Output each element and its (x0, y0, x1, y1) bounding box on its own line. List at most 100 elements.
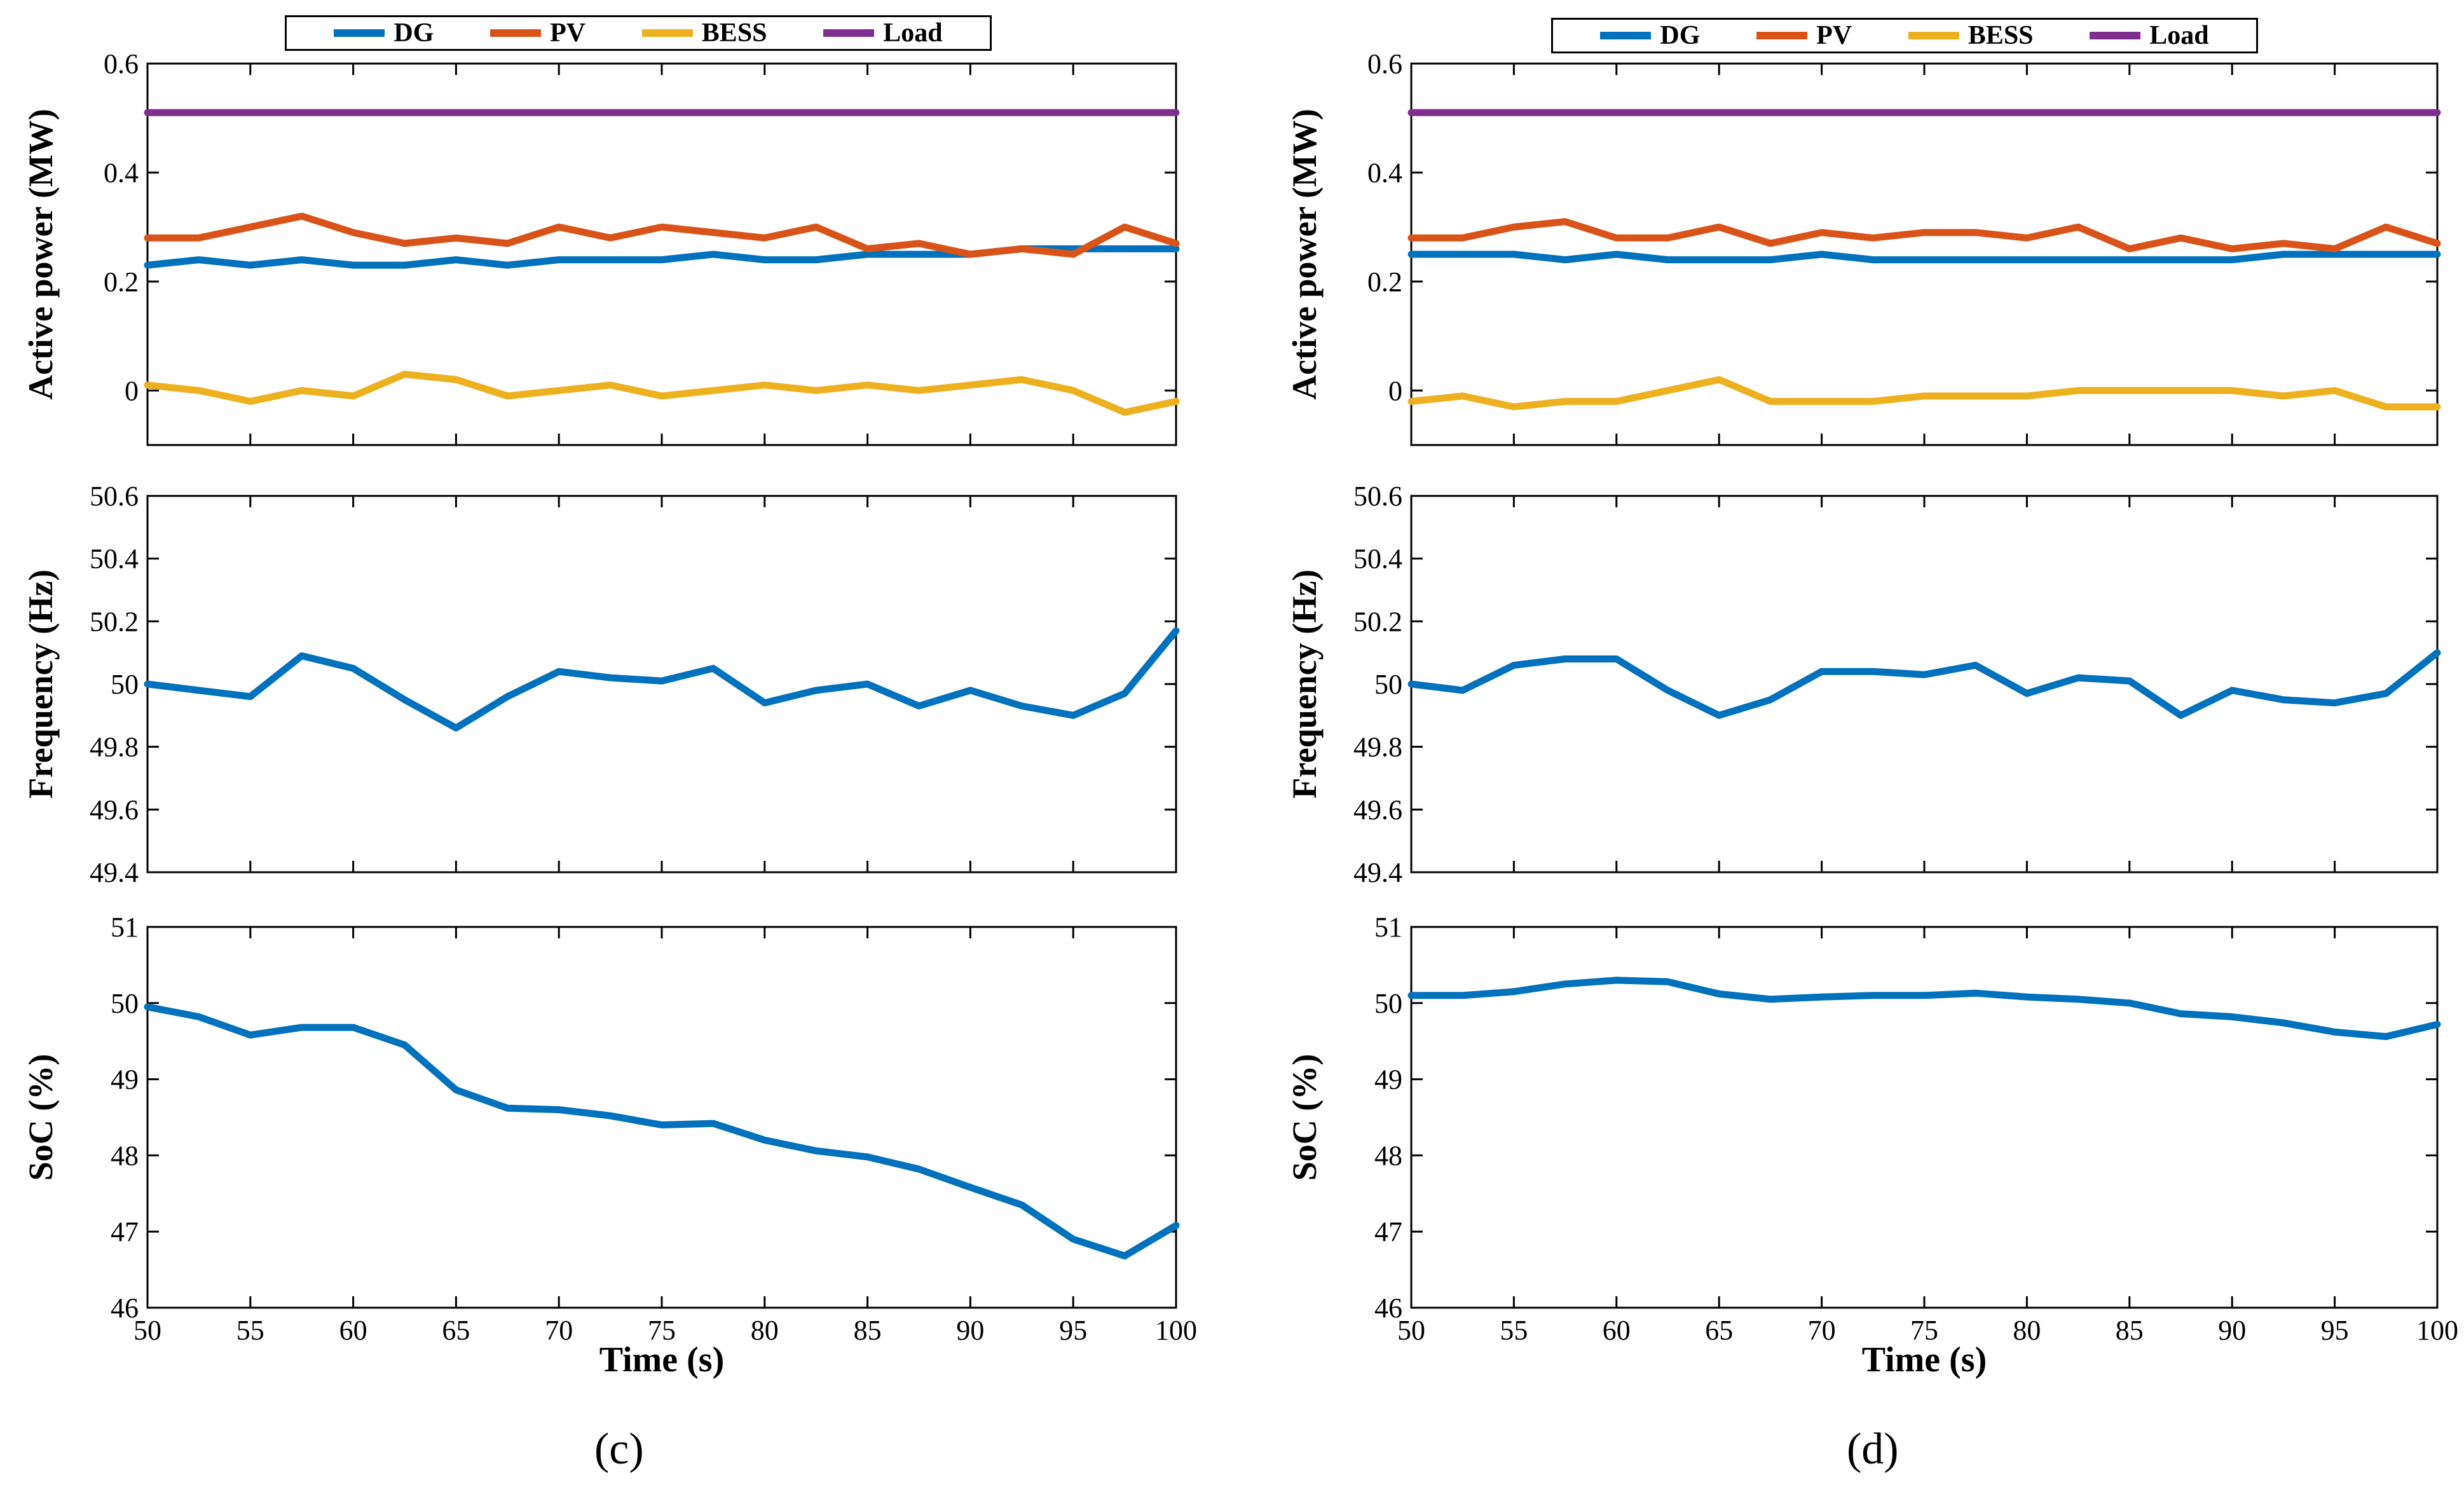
y-tick-label: 0 (1388, 375, 1402, 406)
x-tick-label: 80 (751, 1315, 779, 1346)
y-axis-label: SoC (%) (1285, 1054, 1324, 1181)
legend-item: DG (334, 18, 434, 48)
legend-swatch-load (823, 29, 875, 37)
y-axis-label: Active power (MW) (1285, 109, 1324, 400)
x-tick-label: 65 (1705, 1315, 1733, 1346)
x-axis-label: Time (s) (599, 1340, 725, 1380)
legend-label-dg: DG (1660, 21, 1701, 50)
legend-swatch-dg (334, 29, 385, 37)
y-tick-label: 50.6 (1353, 481, 1402, 512)
plot-frame (146, 926, 1177, 1309)
x-tick-label: 55 (236, 1315, 264, 1346)
panel-label-d: (d) (1847, 1425, 1899, 1474)
y-tick-label: 50.6 (90, 481, 139, 512)
legend-item: Load (823, 18, 943, 48)
x-axis-label: Time (s) (1862, 1340, 1987, 1380)
y-tick-label: 51 (111, 912, 139, 943)
legend-label-load: Load (883, 18, 943, 48)
legend-item: DG (1600, 20, 1700, 51)
x-tick-label: 100 (1155, 1315, 1197, 1346)
x-tick-label: 75 (1910, 1315, 1938, 1346)
legend-label-bess: BESS (1968, 21, 2034, 50)
y-tick-label: 49.6 (1353, 794, 1402, 825)
x-tick-label: 65 (442, 1315, 470, 1346)
y-axis-label: Active power (MW) (22, 109, 60, 400)
y-tick-label: 0.6 (1367, 48, 1402, 79)
x-tick-label: 60 (339, 1315, 367, 1346)
y-tick-label: 51 (1374, 912, 1402, 943)
x-tick-label: 90 (2218, 1315, 2246, 1346)
legend-item: PV (490, 18, 585, 48)
legend-label-load: Load (2149, 21, 2209, 50)
series-line-bess (1407, 376, 2441, 411)
y-tick-label: 49.8 (1353, 732, 1402, 763)
x-tick-label: 50 (133, 1315, 161, 1346)
legend-swatch-load (2090, 32, 2141, 39)
legend-item: Load (2090, 20, 2209, 51)
y-tick-label: 49.4 (1353, 857, 1402, 888)
x-tick-label: 90 (956, 1315, 984, 1346)
y-axis-label: SoC (%) (22, 1054, 60, 1181)
legend-swatch-pv (1756, 32, 1808, 39)
y-axis-label: Frequency (Hz) (22, 570, 60, 798)
x-tick-label: 50 (1397, 1315, 1425, 1346)
series-line-soc (1407, 976, 2441, 1040)
legend-label-bess: BESS (701, 18, 767, 48)
legend-item: BESS (641, 18, 767, 48)
y-axis-label: Frequency (Hz) (1285, 570, 1324, 798)
y-tick-label: 0.4 (104, 157, 139, 188)
y-tick-label: 49.6 (90, 794, 139, 825)
y-tick-label: 50.4 (1353, 544, 1402, 575)
legend-c: DG PV BESS Load (285, 15, 992, 51)
y-tick-label: 46 (1374, 1292, 1402, 1324)
series-line-frequency (144, 627, 1180, 732)
y-tick-label: 49.8 (90, 732, 139, 763)
y-tick-label: 50.4 (90, 544, 139, 575)
y-tick-label: 50.2 (90, 606, 139, 637)
series-line-pv (144, 212, 1180, 258)
legend-label-pv: PV (1816, 21, 1852, 50)
x-tick-label: 95 (2321, 1315, 2349, 1346)
legend-item: BESS (1908, 20, 2034, 51)
legend-item: PV (1756, 20, 1852, 51)
legend-swatch-bess (1908, 32, 1959, 39)
legend-swatch-dg (1600, 32, 1652, 39)
y-tick-label: 48 (1374, 1140, 1402, 1171)
plot-frame (1410, 495, 2439, 874)
x-tick-label: 85 (854, 1315, 882, 1346)
y-tick-label: 0.4 (1367, 157, 1402, 188)
y-tick-label: 46 (111, 1292, 139, 1324)
y-tick-label: 50 (111, 988, 139, 1019)
x-tick-label: 75 (648, 1315, 676, 1346)
y-tick-label: 50.2 (1353, 606, 1402, 637)
y-tick-label: 0.2 (1367, 266, 1402, 298)
x-tick-label: 60 (1603, 1315, 1631, 1346)
x-tick-label: 95 (1059, 1315, 1087, 1346)
y-tick-label: 48 (111, 1140, 139, 1171)
series-line-dg (1407, 250, 2441, 264)
y-tick-label: 47 (111, 1216, 139, 1247)
y-tick-label: 49 (111, 1064, 139, 1095)
x-tick-label: 85 (2116, 1315, 2144, 1346)
series-line-pv (1407, 218, 2441, 252)
panel-label-c: (c) (594, 1425, 644, 1474)
x-tick-label: 100 (2416, 1315, 2458, 1346)
y-tick-label: 0.6 (104, 48, 139, 79)
legend-d: DG PV BESS Load (1551, 18, 2258, 53)
y-tick-label: 49 (1374, 1064, 1402, 1095)
y-tick-label: 0.2 (104, 266, 139, 298)
x-tick-label: 80 (2013, 1315, 2041, 1346)
x-tick-label: 55 (1500, 1315, 1528, 1346)
legend-swatch-pv (490, 29, 542, 37)
y-tick-label: 47 (1374, 1216, 1402, 1247)
legend-label-pv: PV (550, 18, 586, 48)
y-tick-label: 0 (125, 375, 139, 406)
y-tick-label: 50 (1374, 988, 1402, 1019)
y-tick-label: 50 (1374, 669, 1402, 700)
x-tick-label: 70 (545, 1315, 573, 1346)
series-line-frequency (1407, 649, 2441, 719)
legend-swatch-bess (641, 29, 693, 37)
y-tick-label: 49.4 (90, 857, 139, 888)
